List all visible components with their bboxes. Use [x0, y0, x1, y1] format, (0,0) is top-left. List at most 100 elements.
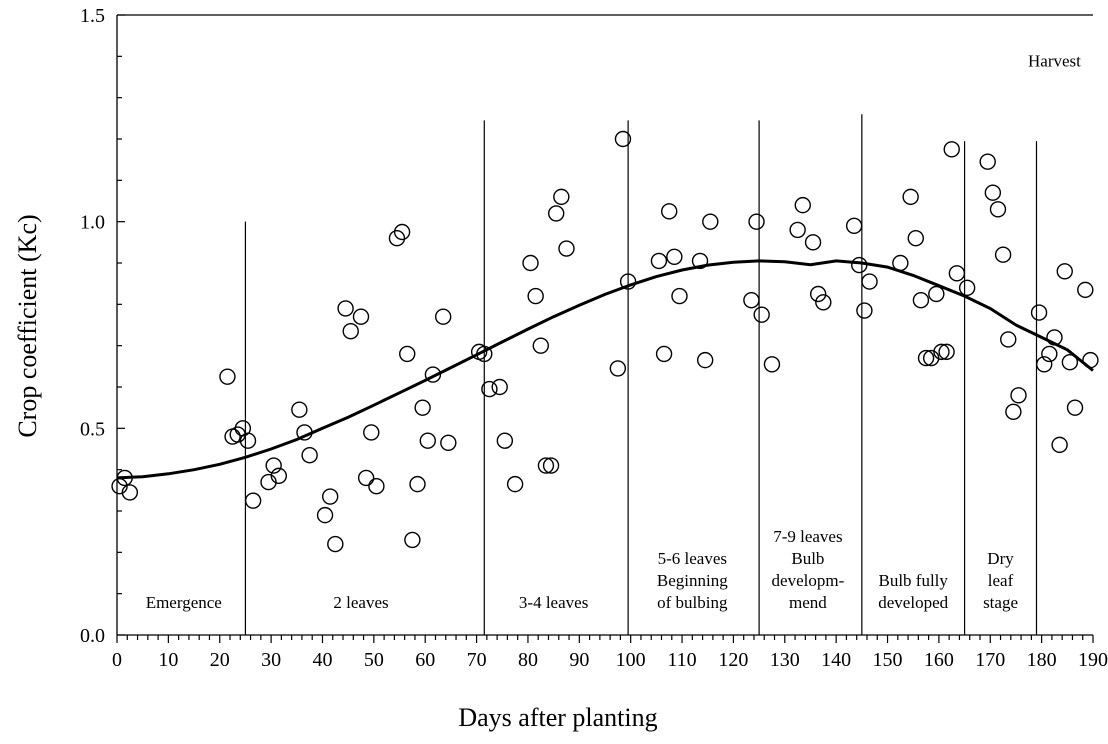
- data-point: [845, 217, 863, 235]
- data-point: [666, 248, 683, 265]
- stage-label-text: Emergence: [146, 593, 222, 612]
- x-tick-label: 140: [821, 649, 851, 671]
- y-tick-label: 1.5: [80, 5, 105, 27]
- data-point: [548, 205, 565, 222]
- data-point: [527, 287, 544, 305]
- data-point: [804, 234, 822, 251]
- data-point: [650, 252, 668, 270]
- stage-label-text: mend: [789, 593, 827, 612]
- data-point: [496, 432, 514, 449]
- y-tick-label: 0.5: [80, 418, 105, 440]
- data-point: [291, 401, 308, 418]
- data-point: [316, 506, 334, 524]
- data-point: [958, 279, 976, 296]
- stage-label-text: Bulb: [791, 549, 824, 568]
- stage-label-text: Bulb fully: [878, 571, 948, 590]
- data-point: [476, 345, 493, 363]
- data-point: [553, 188, 570, 206]
- data-point: [943, 141, 960, 158]
- data-point: [239, 432, 257, 449]
- data-point: [938, 343, 955, 361]
- data-point: [928, 285, 945, 303]
- data-point: [1030, 304, 1048, 321]
- data-point: [696, 351, 714, 369]
- x-tick-label: 0: [112, 649, 122, 671]
- x-tick-label: 30: [261, 649, 281, 671]
- data-point: [542, 457, 560, 474]
- data-point: [917, 349, 935, 367]
- data-point: [1005, 403, 1022, 420]
- stage-label-text: developm-: [772, 571, 845, 590]
- data-point: [979, 153, 996, 170]
- data-point: [948, 265, 966, 282]
- y-axis-title: Crop coefficient (Kc): [13, 214, 42, 437]
- x-tick-label: 100: [616, 649, 646, 671]
- data-point: [229, 426, 246, 443]
- data-point: [609, 360, 627, 377]
- data-point: [537, 457, 555, 474]
- data-point: [440, 434, 457, 451]
- data-point: [219, 368, 236, 385]
- data-point: [121, 484, 139, 501]
- data-point: [753, 306, 770, 323]
- data-point: [614, 130, 632, 148]
- stage-label-text: stage: [983, 593, 1018, 612]
- data-point: [1041, 345, 1058, 363]
- data-point: [296, 424, 313, 441]
- data-point: [558, 240, 575, 257]
- data-point: [260, 473, 277, 491]
- stage-label-text: of bulbing: [657, 593, 728, 612]
- x-tick-label: 60: [415, 649, 435, 671]
- data-point: [933, 343, 950, 361]
- data-point: [922, 349, 940, 367]
- data-point: [748, 213, 765, 230]
- stage-label-text: 7-9 leaves: [773, 527, 842, 546]
- data-point: [794, 196, 811, 214]
- data-point: [368, 478, 385, 495]
- data-point: [481, 380, 498, 398]
- x-tick-label: 10: [158, 649, 178, 671]
- fitted-curve-group: [116, 259, 1094, 480]
- data-point: [363, 424, 380, 441]
- data-point: [111, 478, 128, 495]
- stage-label-text: developed: [878, 593, 948, 612]
- harvest-annotation: Harvest: [1028, 52, 1081, 71]
- data-point: [522, 254, 539, 272]
- stage-label-text: 2 leaves: [333, 593, 388, 612]
- data-point: [342, 323, 359, 340]
- data-point: [861, 273, 878, 290]
- data-point: [912, 292, 930, 309]
- data-point: [809, 285, 827, 303]
- data-point: [388, 229, 406, 247]
- data-point: [506, 475, 524, 493]
- data-point: [116, 469, 133, 487]
- data-point: [619, 273, 637, 290]
- data-point: [702, 213, 719, 230]
- data-point: [337, 300, 354, 317]
- data-point: [419, 432, 436, 449]
- data-point: [414, 399, 431, 416]
- data-point: [661, 203, 678, 220]
- stage-label-text: 3-4 leaves: [519, 593, 588, 612]
- data-point: [892, 254, 909, 272]
- x-tick-label: 170: [975, 649, 1005, 671]
- data-point: [655, 345, 673, 363]
- x-tick-label: 120: [718, 649, 748, 671]
- x-tick-label: 90: [569, 649, 589, 671]
- data-point: [404, 531, 421, 549]
- data-point: [989, 201, 1007, 218]
- x-tick-label: 20: [210, 649, 230, 671]
- data-point: [301, 447, 318, 464]
- data-point: [1010, 387, 1027, 404]
- y-tick-label: 1.0: [80, 212, 105, 234]
- x-tick-label: 40: [312, 649, 332, 671]
- y-tick-label: 0.0: [80, 625, 105, 647]
- data-point: [321, 488, 339, 505]
- data-point: [1000, 331, 1017, 348]
- data-point: [270, 467, 288, 485]
- stage-label-text: Beginning: [657, 571, 728, 590]
- data-point: [1077, 281, 1094, 299]
- data-point: [357, 469, 375, 487]
